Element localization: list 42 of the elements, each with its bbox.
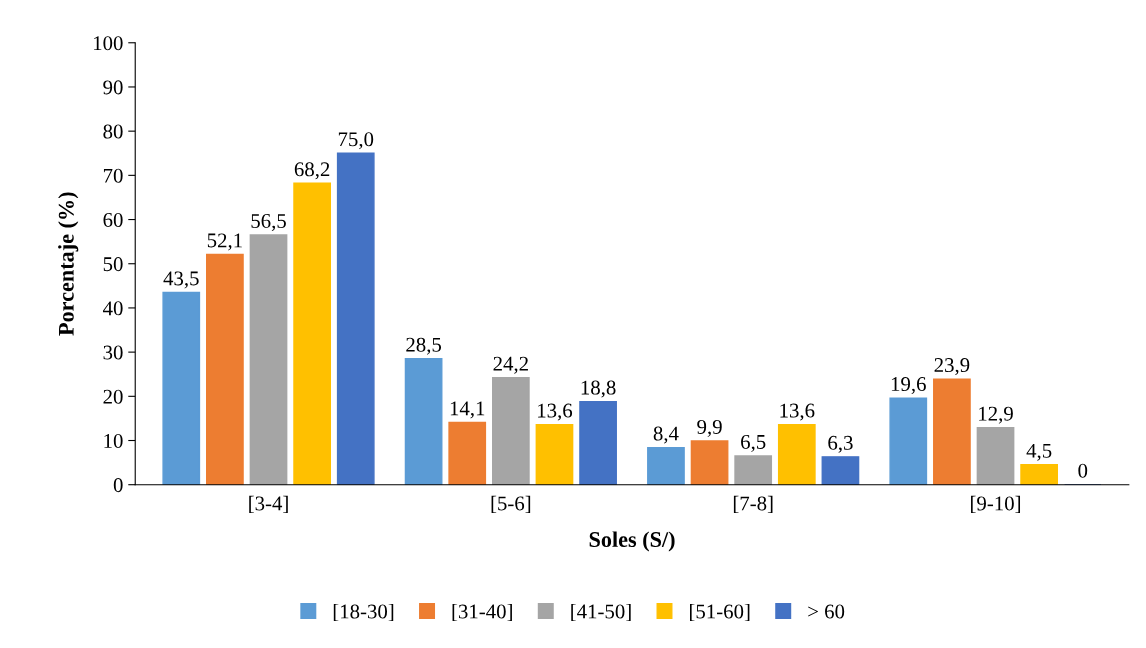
legend-label: > 60 — [808, 604, 845, 619]
x-tick-label: [7-8] — [733, 495, 773, 514]
data-label: 23,9 — [934, 358, 970, 376]
x-axis-title: Soles (S/) — [589, 531, 675, 552]
data-label: 75,0 — [338, 132, 374, 150]
data-label: 13,6 — [538, 403, 573, 421]
data-label: 9,9 — [697, 419, 722, 437]
data-label: 13,6 — [780, 403, 815, 421]
x-tick-label: [5-6] — [491, 495, 531, 514]
data-label: 12,9 — [979, 406, 1013, 424]
y-tick-label: 10 — [104, 433, 123, 448]
data-label: 14,1 — [450, 401, 485, 419]
y-tick-label: 100 — [94, 36, 123, 51]
x-tick-label: [3-4] — [249, 495, 288, 514]
data-label: 24,2 — [493, 356, 528, 374]
data-label: 0 — [1078, 463, 1088, 478]
data-label: 43,5 — [163, 271, 199, 289]
y-axis-title: Porcentaje (%) — [58, 192, 79, 336]
data-label: 6,5 — [741, 434, 766, 452]
data-label: 28,5 — [406, 337, 442, 355]
y-tick-label: 80 — [103, 124, 123, 139]
legend-label: [18-30] — [333, 603, 394, 622]
y-tick-label: 90 — [103, 80, 123, 95]
y-tick-label: 30 — [103, 345, 123, 360]
data-label: 6,3 — [828, 435, 853, 453]
data-label: 18,8 — [581, 380, 616, 398]
y-tick-label: 40 — [103, 301, 123, 316]
y-tick-label: 0 — [113, 478, 123, 493]
data-label: 56,5 — [251, 214, 286, 231]
data-label: 52,1 — [207, 233, 242, 251]
y-tick-label: 20 — [103, 389, 123, 404]
data-label: 68,2 — [294, 162, 330, 180]
data-label: 19,6 — [891, 377, 926, 395]
data-label: 4,5 — [1026, 443, 1052, 461]
legend-label: [41-50] — [571, 603, 631, 622]
x-tick-label: [9-10] — [971, 495, 1021, 514]
y-tick-label: 60 — [103, 212, 123, 227]
legend-label: [31-40] — [452, 603, 512, 622]
legend-label: [51-60] — [690, 603, 750, 622]
data-label: 8,4 — [653, 426, 679, 444]
y-tick-label: 70 — [103, 168, 123, 183]
y-tick-label: 50 — [103, 257, 123, 272]
